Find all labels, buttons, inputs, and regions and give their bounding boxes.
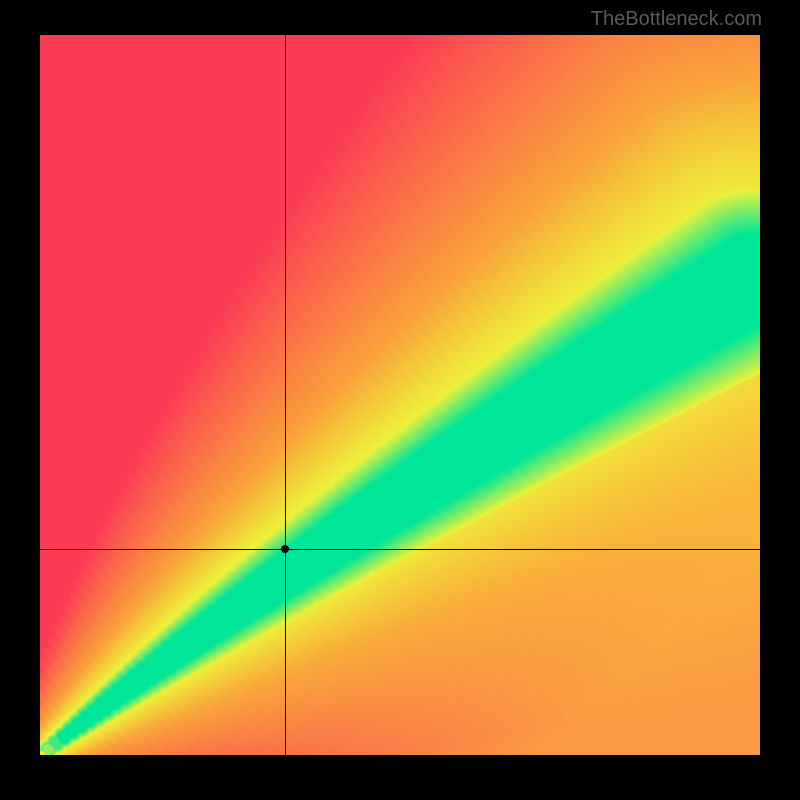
heatmap-canvas xyxy=(40,35,760,755)
watermark-text: TheBottleneck.com xyxy=(591,8,762,31)
heatmap-plot-area xyxy=(40,35,760,755)
crosshair-vertical xyxy=(285,35,286,755)
crosshair-horizontal xyxy=(40,549,760,550)
marker-dot xyxy=(281,545,289,553)
